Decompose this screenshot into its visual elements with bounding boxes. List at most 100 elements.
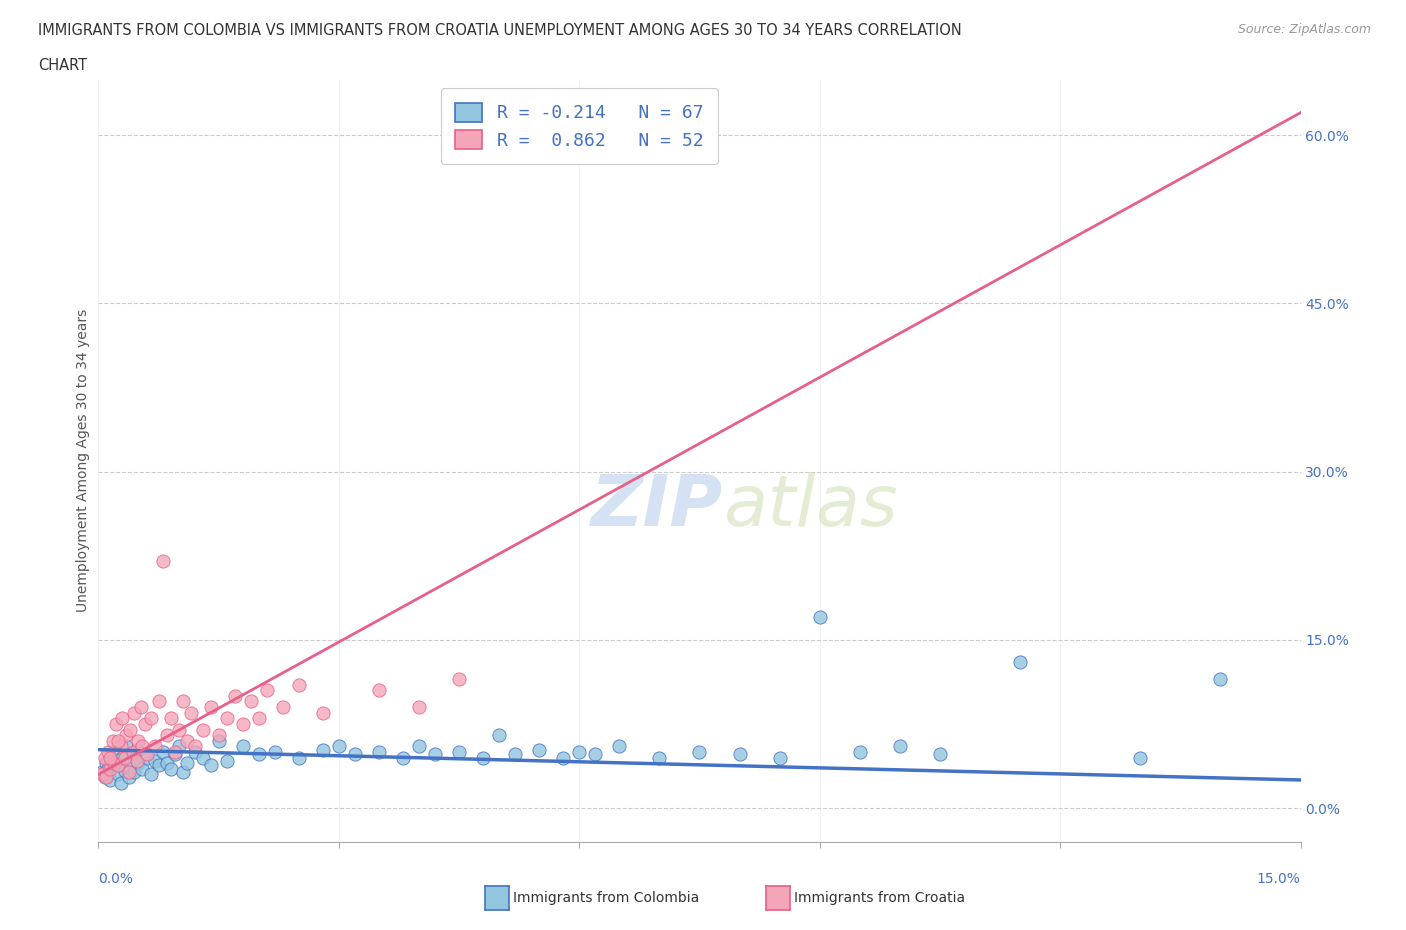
Point [125, 742, 148, 757]
Point [503, 747, 526, 762]
Text: atlas: atlas [724, 472, 898, 540]
Point [287, 677, 309, 692]
Text: Immigrants from Colombia: Immigrants from Colombia [513, 891, 699, 906]
Point [94, 769, 117, 784]
Point [111, 711, 134, 725]
Point [215, 753, 238, 768]
Point [152, 745, 174, 760]
Point [120, 722, 142, 737]
Point [609, 738, 631, 753]
Point [148, 758, 170, 773]
Point [167, 722, 190, 737]
Point [1008, 655, 1031, 670]
Point [110, 738, 132, 753]
Point [271, 699, 294, 714]
Point [247, 711, 270, 725]
Point [247, 747, 270, 762]
Point [143, 753, 166, 768]
Point [118, 764, 141, 779]
Point [688, 745, 710, 760]
Legend: R = -0.214   N = 67, R =  0.862   N = 52: R = -0.214 N = 67, R = 0.862 N = 52 [440, 88, 718, 164]
Point [200, 699, 222, 714]
Point [159, 711, 181, 725]
Point [107, 767, 129, 782]
Point [91, 767, 114, 782]
Point [215, 711, 238, 725]
Point [176, 756, 198, 771]
Point [256, 683, 278, 698]
Text: IMMIGRANTS FROM COLOMBIA VS IMMIGRANTS FROM CROATIA UNEMPLOYMENT AMONG AGES 30 T: IMMIGRANTS FROM COLOMBIA VS IMMIGRANTS F… [38, 23, 962, 38]
Point [155, 727, 177, 742]
Point [312, 742, 335, 757]
Point [131, 762, 153, 777]
Point [103, 758, 125, 773]
Text: Immigrants from Croatia: Immigrants from Croatia [794, 891, 966, 906]
Point [172, 694, 194, 709]
Point [122, 747, 145, 762]
Point [328, 738, 350, 753]
Point [135, 747, 157, 762]
Point [124, 705, 146, 720]
Point [208, 733, 231, 748]
Point [118, 769, 141, 784]
Point [107, 758, 129, 773]
Text: 0.0%: 0.0% [98, 872, 134, 886]
Point [728, 747, 751, 762]
Point [131, 738, 153, 753]
Point [568, 745, 591, 760]
Point [155, 756, 177, 771]
Point [115, 738, 138, 753]
Point [200, 758, 222, 773]
Text: ZIP: ZIP [592, 472, 724, 540]
Point [91, 764, 114, 779]
Point [105, 716, 128, 731]
Point [103, 756, 125, 771]
Point [447, 745, 470, 760]
Text: 15.0%: 15.0% [1257, 872, 1301, 886]
Point [134, 716, 156, 731]
Point [163, 745, 186, 760]
Point [1129, 751, 1152, 765]
Point [224, 688, 246, 703]
Point [128, 733, 150, 748]
Point [110, 776, 132, 790]
Point [176, 733, 198, 748]
Point [768, 751, 790, 765]
Point [143, 738, 166, 753]
Point [167, 738, 190, 753]
Point [120, 760, 142, 775]
Point [139, 711, 162, 725]
Point [208, 727, 231, 742]
Point [148, 694, 170, 709]
Point [122, 745, 145, 760]
Y-axis label: Unemployment Among Ages 30 to 34 years: Unemployment Among Ages 30 to 34 years [76, 309, 90, 612]
Point [1209, 671, 1232, 686]
Point [125, 753, 148, 768]
Point [114, 751, 136, 765]
Point [183, 745, 205, 760]
Point [114, 764, 136, 778]
Point [111, 751, 134, 765]
Point [368, 745, 391, 760]
Point [368, 683, 391, 698]
Point [232, 738, 254, 753]
Point [808, 610, 831, 625]
Point [553, 751, 575, 765]
Point [287, 751, 309, 765]
Point [94, 751, 117, 765]
Point [423, 747, 446, 762]
Point [128, 756, 150, 771]
Point [472, 751, 495, 765]
Point [97, 745, 120, 760]
Point [392, 751, 415, 765]
Point [139, 767, 162, 782]
Point [101, 733, 124, 748]
Point [239, 694, 262, 709]
Point [191, 722, 214, 737]
Point [929, 747, 952, 762]
Point [96, 756, 118, 771]
Point [408, 738, 430, 753]
Point [583, 747, 606, 762]
Point [849, 745, 872, 760]
Text: CHART: CHART [38, 58, 87, 73]
